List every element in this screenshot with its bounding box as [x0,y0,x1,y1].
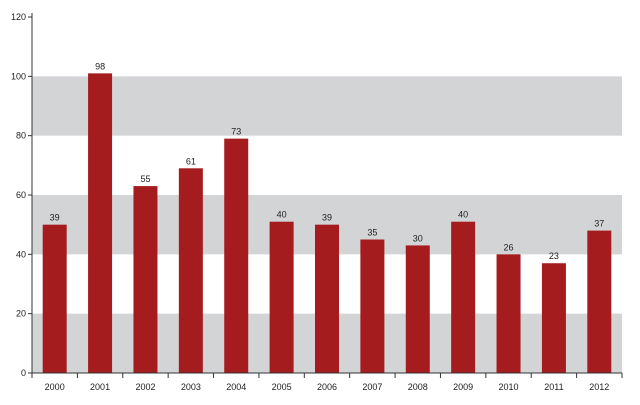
data-label-2000: 39 [50,213,60,223]
y-tick-labels: 0 20 40 60 80 100 120 [11,12,26,378]
data-label-2001: 98 [95,61,105,71]
data-label-2003: 61 [186,156,196,166]
y-tick-label-40: 40 [16,249,26,259]
x-tick-label-2001: 2001 [90,382,110,392]
bar-2005 [269,221,294,373]
data-label-2010: 26 [504,242,514,252]
y-tick-label-100: 100 [11,71,26,81]
y-tick-label-120: 120 [11,12,26,22]
axes [28,13,623,378]
x-tick-label-2012: 2012 [589,382,609,392]
y-tick-label-60: 60 [16,190,26,200]
x-tick-label-2007: 2007 [362,382,382,392]
x-tick-labels: 2000 2001 2002 2003 2004 2005 2006 2007 2008 2009… [45,382,610,392]
bar-2004 [224,138,249,373]
data-label-2011: 23 [549,251,559,261]
x-tick-label-2004: 2004 [226,382,246,392]
y-tick-label-0: 0 [21,368,26,378]
bar-2008 [405,245,430,373]
x-tick-label-2006: 2006 [317,382,337,392]
bar-2000 [42,224,67,373]
bar-2006 [315,224,339,373]
data-label-2006: 39 [322,213,332,223]
data-label-2007: 35 [367,228,377,238]
data-label-2012: 37 [594,219,604,229]
data-label-2004: 73 [231,127,241,137]
y-tick-label-80: 80 [16,131,26,141]
data-label-2002: 55 [140,174,150,184]
bar-2010 [496,254,521,373]
x-tick-label-2000: 2000 [45,382,65,392]
x-tick-label-2011: 2011 [544,382,563,392]
data-label-2005: 40 [277,210,287,220]
bars [42,73,612,373]
x-tick-label-2002: 2002 [135,382,155,392]
bar-2003 [178,168,203,373]
x-tick-label-2010: 2010 [499,382,519,392]
x-tick-label-2003: 2003 [181,382,201,392]
data-labels: 39 98 55 61 73 40 39 35 30 40 26 23 37 [50,61,605,261]
grid-band [32,76,622,136]
data-label-2009: 40 [458,210,468,220]
x-tick-label-2005: 2005 [272,382,292,392]
bar-2012 [587,230,612,373]
x-tick-label-2009: 2009 [453,382,473,392]
y-tick-label-20: 20 [16,309,26,319]
x-tick-label-2008: 2008 [408,382,428,392]
bar-2002 [133,186,158,373]
bar-2007 [360,239,385,373]
bar-2011 [541,263,566,373]
data-label-2008: 30 [413,233,423,243]
bar-2009 [451,221,476,373]
bar-2001 [88,73,113,373]
